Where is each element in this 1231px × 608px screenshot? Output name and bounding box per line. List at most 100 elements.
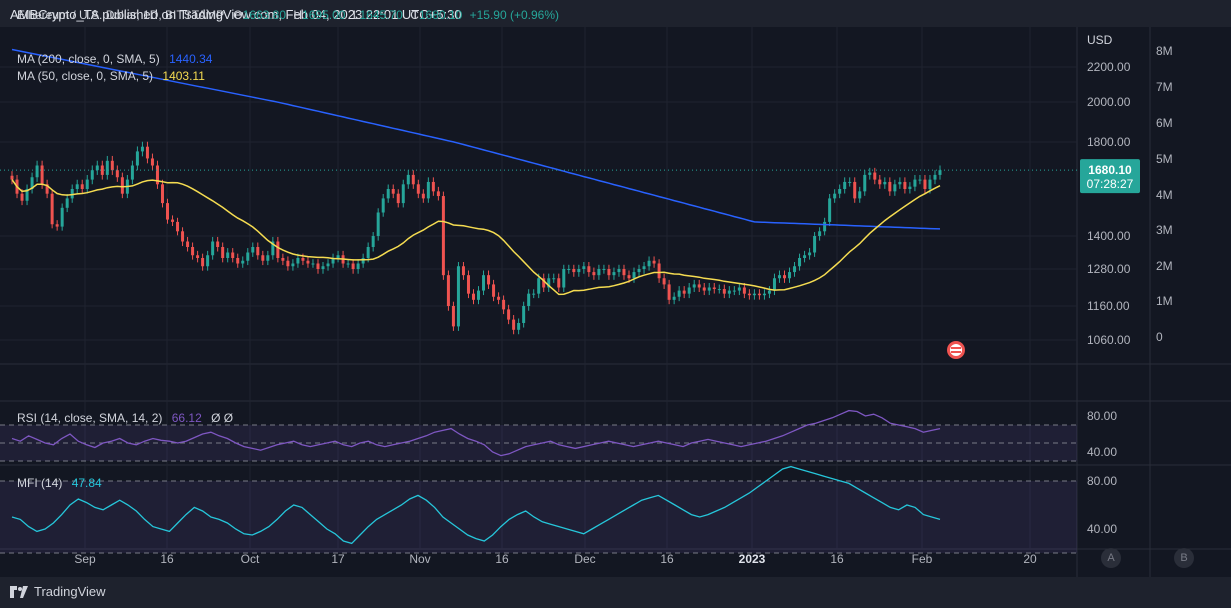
candle-body (903, 181, 907, 189)
candle-body (110, 160, 114, 171)
candle-body (145, 146, 149, 159)
candle-body (55, 224, 59, 227)
candle-body (90, 170, 94, 180)
tradingview-brand[interactable]: TradingView (10, 584, 106, 599)
candle-body (35, 165, 39, 178)
price-tick-label: 1800.00 (1087, 135, 1131, 149)
candle-body (808, 252, 812, 256)
price-currency-label: USD (1087, 33, 1113, 47)
candle-body (336, 255, 340, 258)
candle-body (326, 263, 330, 267)
candle-body (406, 174, 410, 185)
candle-body (527, 293, 531, 306)
candle-body (552, 278, 556, 280)
candle-body (155, 165, 159, 185)
price-tick-label: 2000.00 (1087, 95, 1131, 109)
candle-body (411, 174, 415, 185)
candle-body (256, 247, 260, 256)
volume-tick-label: 0 (1156, 330, 1163, 344)
rsi-band (0, 425, 1077, 461)
ma50-legend[interactable]: MA (50, close, 0, SMA, 5) 1403.11 (17, 69, 205, 83)
volume-tick-label: 4M (1156, 188, 1173, 202)
candle-body (582, 266, 586, 269)
candle-body (351, 263, 355, 269)
candle-body (80, 184, 84, 189)
candle-body (246, 252, 250, 261)
candle-body (687, 287, 691, 294)
candle-body (547, 278, 551, 288)
candle-body (50, 193, 54, 225)
candle-body (788, 272, 792, 279)
candle-body (863, 174, 867, 192)
candle-body (461, 266, 465, 276)
candle-body (592, 272, 596, 276)
candle-body (692, 284, 696, 288)
candle-body (466, 275, 470, 294)
time-label: Oct (241, 552, 260, 566)
candle-body (75, 184, 79, 189)
candle-body (652, 260, 656, 264)
candle-body (507, 309, 511, 320)
candle-body (95, 165, 99, 171)
candle-body (587, 266, 591, 273)
candle-body (436, 191, 440, 197)
countdown-label: 07:28:27 (1087, 177, 1134, 191)
rsi-legend[interactable]: RSI (14, close, SMA, 14, 2) 66.12 Ø Ø (17, 411, 233, 425)
volume-tick-label: 5M (1156, 152, 1173, 166)
candle-body (135, 151, 139, 166)
volume-tick-label: 2M (1156, 259, 1173, 273)
candle-body (707, 287, 711, 291)
candle-body (236, 258, 240, 264)
auto-scale-button[interactable]: A (1101, 548, 1121, 568)
mfi-value: 47.84 (71, 476, 102, 490)
candle-body (376, 212, 380, 236)
candle-body (266, 255, 270, 261)
publish-bar: AMBCrypto_TA published on TradingView.co… (0, 0, 1231, 27)
low-value: 1645.70 (359, 8, 403, 22)
candle-body (828, 198, 832, 222)
candle-body (572, 269, 576, 273)
candle-body (30, 177, 34, 189)
ma50-value: 1403.11 (162, 69, 205, 83)
time-label: 16 (160, 552, 174, 566)
candle-body (662, 278, 666, 285)
candle-body (742, 287, 746, 294)
candle-body (211, 241, 215, 256)
brand-label: TradingView (34, 584, 106, 599)
candle-body (446, 275, 450, 306)
ma200-legend[interactable]: MA (200, close, 0, SMA, 5) 1440.34 (17, 52, 212, 66)
candle-body (888, 181, 892, 192)
candle-body (276, 241, 280, 258)
candle-body (627, 275, 631, 279)
candle-body (361, 258, 365, 264)
candle-body (632, 272, 636, 279)
candle-body (231, 252, 235, 258)
candle-body (803, 255, 807, 258)
candle-body (421, 193, 425, 199)
candle-body (196, 255, 200, 258)
candle-body (120, 177, 124, 194)
candle-body (356, 263, 360, 269)
candle-body (873, 172, 877, 180)
log-scale-button[interactable]: B (1174, 548, 1194, 568)
candle-body (913, 179, 917, 187)
candle-body (497, 296, 501, 300)
mfi-legend[interactable]: MFI (14) 47.84 (17, 476, 102, 490)
flag-stripe (951, 347, 961, 349)
volume-tick-label: 8M (1156, 44, 1173, 58)
price-tick-label: 1280.00 (1087, 262, 1131, 276)
candle-body (160, 184, 164, 204)
candle-body (456, 266, 460, 327)
change-value: +15.90 (+0.96%) (469, 8, 560, 22)
candle-body (191, 247, 195, 256)
ma200-value: 1440.34 (169, 52, 213, 66)
candle-body (772, 278, 776, 291)
price-chart[interactable]: Sep 16 Oct 17 Nov 16 Dec 16 2023 16 Feb 20 2200.00 20… (0, 27, 1231, 577)
candle-body (441, 196, 445, 276)
candle-body (607, 269, 611, 276)
candle-body (622, 269, 626, 276)
ma200-line (11, 48, 941, 230)
time-label: Nov (409, 552, 430, 566)
flag-stripe (951, 351, 961, 353)
candle-body (727, 290, 731, 294)
